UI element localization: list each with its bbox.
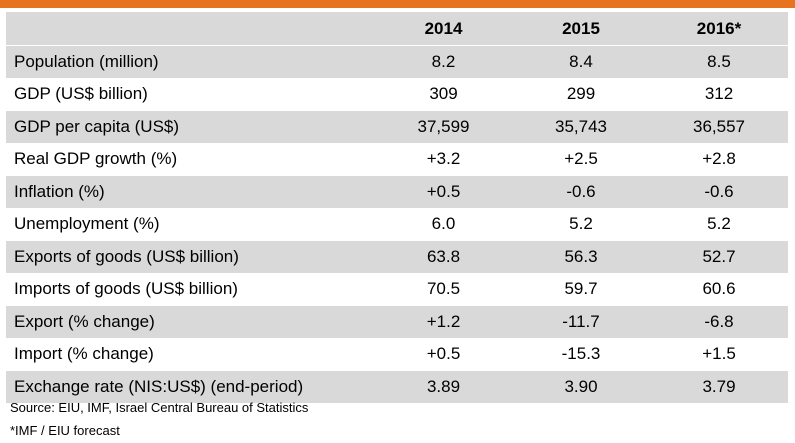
row-value-2016: +2.8 [650, 143, 788, 176]
economic-indicators-table: 2014 2015 2016* Population (million) 8.2 8… [6, 12, 788, 404]
row-value-2014: 3.89 [375, 370, 512, 404]
row-label: Inflation (%) [6, 175, 375, 209]
row-value-2015: 299 [512, 78, 650, 111]
header-label-cell [6, 12, 375, 46]
row-label: GDP (US$ billion) [6, 78, 375, 111]
row-value-2016: 312 [650, 78, 788, 111]
row-value-2015: -15.3 [512, 338, 650, 371]
table-row: Import (% change) +0.5 -15.3 +1.5 [6, 338, 788, 371]
table-row: Real GDP growth (%) +3.2 +2.5 +2.8 [6, 143, 788, 176]
row-value-2015: 56.3 [512, 240, 650, 274]
table-row: Exports of goods (US$ billion) 63.8 56.3 52… [6, 240, 788, 274]
table-row: Exchange rate (NIS:US$) (end-period) 3.89… [6, 370, 788, 404]
row-value-2016: -6.8 [650, 305, 788, 339]
header-year-2016: 2016* [650, 12, 788, 46]
forecast-note: *IMF / EIU forecast [10, 423, 120, 438]
header-year-2015: 2015 [512, 12, 650, 46]
row-value-2014: 63.8 [375, 240, 512, 274]
accent-top-bar [0, 0, 795, 8]
row-value-2014: +0.5 [375, 175, 512, 209]
row-value-2016: 3.79 [650, 370, 788, 404]
table-row: Inflation (%) +0.5 -0.6 -0.6 [6, 175, 788, 209]
row-value-2014: 309 [375, 78, 512, 111]
row-value-2014: 70.5 [375, 273, 512, 306]
row-value-2015: 59.7 [512, 273, 650, 306]
row-value-2016: 52.7 [650, 240, 788, 274]
row-value-2015: 5.2 [512, 208, 650, 241]
row-value-2015: 35,743 [512, 110, 650, 144]
row-label: Exports of goods (US$ billion) [6, 240, 375, 274]
row-label: Real GDP growth (%) [6, 143, 375, 176]
header-year-2014: 2014 [375, 12, 512, 46]
row-value-2014: 8.2 [375, 45, 512, 79]
row-value-2016: 60.6 [650, 273, 788, 306]
row-label: Exchange rate (NIS:US$) (end-period) [6, 370, 375, 404]
table-body: Population (million) 8.2 8.4 8.5 GDP (US$ bi… [6, 45, 788, 404]
row-label: Population (million) [6, 45, 375, 79]
row-value-2016: 36,557 [650, 110, 788, 144]
table-row: GDP per capita (US$) 37,599 35,743 36,557 [6, 110, 788, 144]
table-header-row: 2014 2015 2016* [6, 12, 788, 46]
row-value-2015: -0.6 [512, 175, 650, 209]
row-value-2016: 5.2 [650, 208, 788, 241]
row-value-2015: -11.7 [512, 305, 650, 339]
row-label: Unemployment (%) [6, 208, 375, 241]
row-value-2015: 3.90 [512, 370, 650, 404]
source-note: Source: EIU, IMF, Israel Central Bureau … [10, 400, 309, 415]
row-label: Imports of goods (US$ billion) [6, 273, 375, 306]
row-value-2014: +3.2 [375, 143, 512, 176]
row-value-2014: 6.0 [375, 208, 512, 241]
table-row: Imports of goods (US$ billion) 70.5 59.7 60… [6, 273, 788, 306]
table-row: Export (% change) +1.2 -11.7 -6.8 [6, 305, 788, 339]
row-value-2014: +0.5 [375, 338, 512, 371]
row-value-2014: +1.2 [375, 305, 512, 339]
row-label: GDP per capita (US$) [6, 110, 375, 144]
row-label: Import (% change) [6, 338, 375, 371]
row-value-2014: 37,599 [375, 110, 512, 144]
table-row: GDP (US$ billion) 309 299 312 [6, 78, 788, 111]
row-label: Export (% change) [6, 305, 375, 339]
row-value-2016: +1.5 [650, 338, 788, 371]
table-row: Unemployment (%) 6.0 5.2 5.2 [6, 208, 788, 241]
row-value-2016: -0.6 [650, 175, 788, 209]
row-value-2016: 8.5 [650, 45, 788, 79]
table-row: Population (million) 8.2 8.4 8.5 [6, 45, 788, 79]
row-value-2015: 8.4 [512, 45, 650, 79]
row-value-2015: +2.5 [512, 143, 650, 176]
